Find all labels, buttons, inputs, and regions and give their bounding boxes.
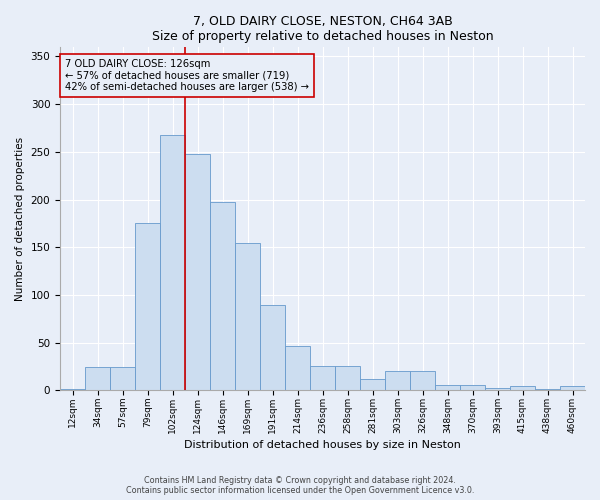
Bar [510,386,535,390]
Title: 7, OLD DAIRY CLOSE, NESTON, CH64 3AB
Size of property relative to detached house: 7, OLD DAIRY CLOSE, NESTON, CH64 3AB Siz… [152,15,493,43]
Bar [285,346,310,391]
Bar [160,134,185,390]
Bar [385,372,410,390]
X-axis label: Distribution of detached houses by size in Neston: Distribution of detached houses by size … [184,440,461,450]
Bar [360,379,385,390]
Bar [110,366,135,390]
Bar [210,202,235,390]
Bar [485,388,510,390]
Bar [260,304,285,390]
Bar [310,366,335,390]
Bar [60,388,85,390]
Bar [85,366,110,390]
Bar [460,384,485,390]
Bar [235,242,260,390]
Text: 7 OLD DAIRY CLOSE: 126sqm
← 57% of detached houses are smaller (719)
42% of semi: 7 OLD DAIRY CLOSE: 126sqm ← 57% of detac… [65,59,309,92]
Bar [560,386,585,390]
Bar [435,384,460,390]
Bar [335,366,360,390]
Y-axis label: Number of detached properties: Number of detached properties [15,136,25,300]
Text: Contains HM Land Registry data © Crown copyright and database right 2024.
Contai: Contains HM Land Registry data © Crown c… [126,476,474,495]
Bar [185,154,210,390]
Bar [135,224,160,390]
Bar [410,372,435,390]
